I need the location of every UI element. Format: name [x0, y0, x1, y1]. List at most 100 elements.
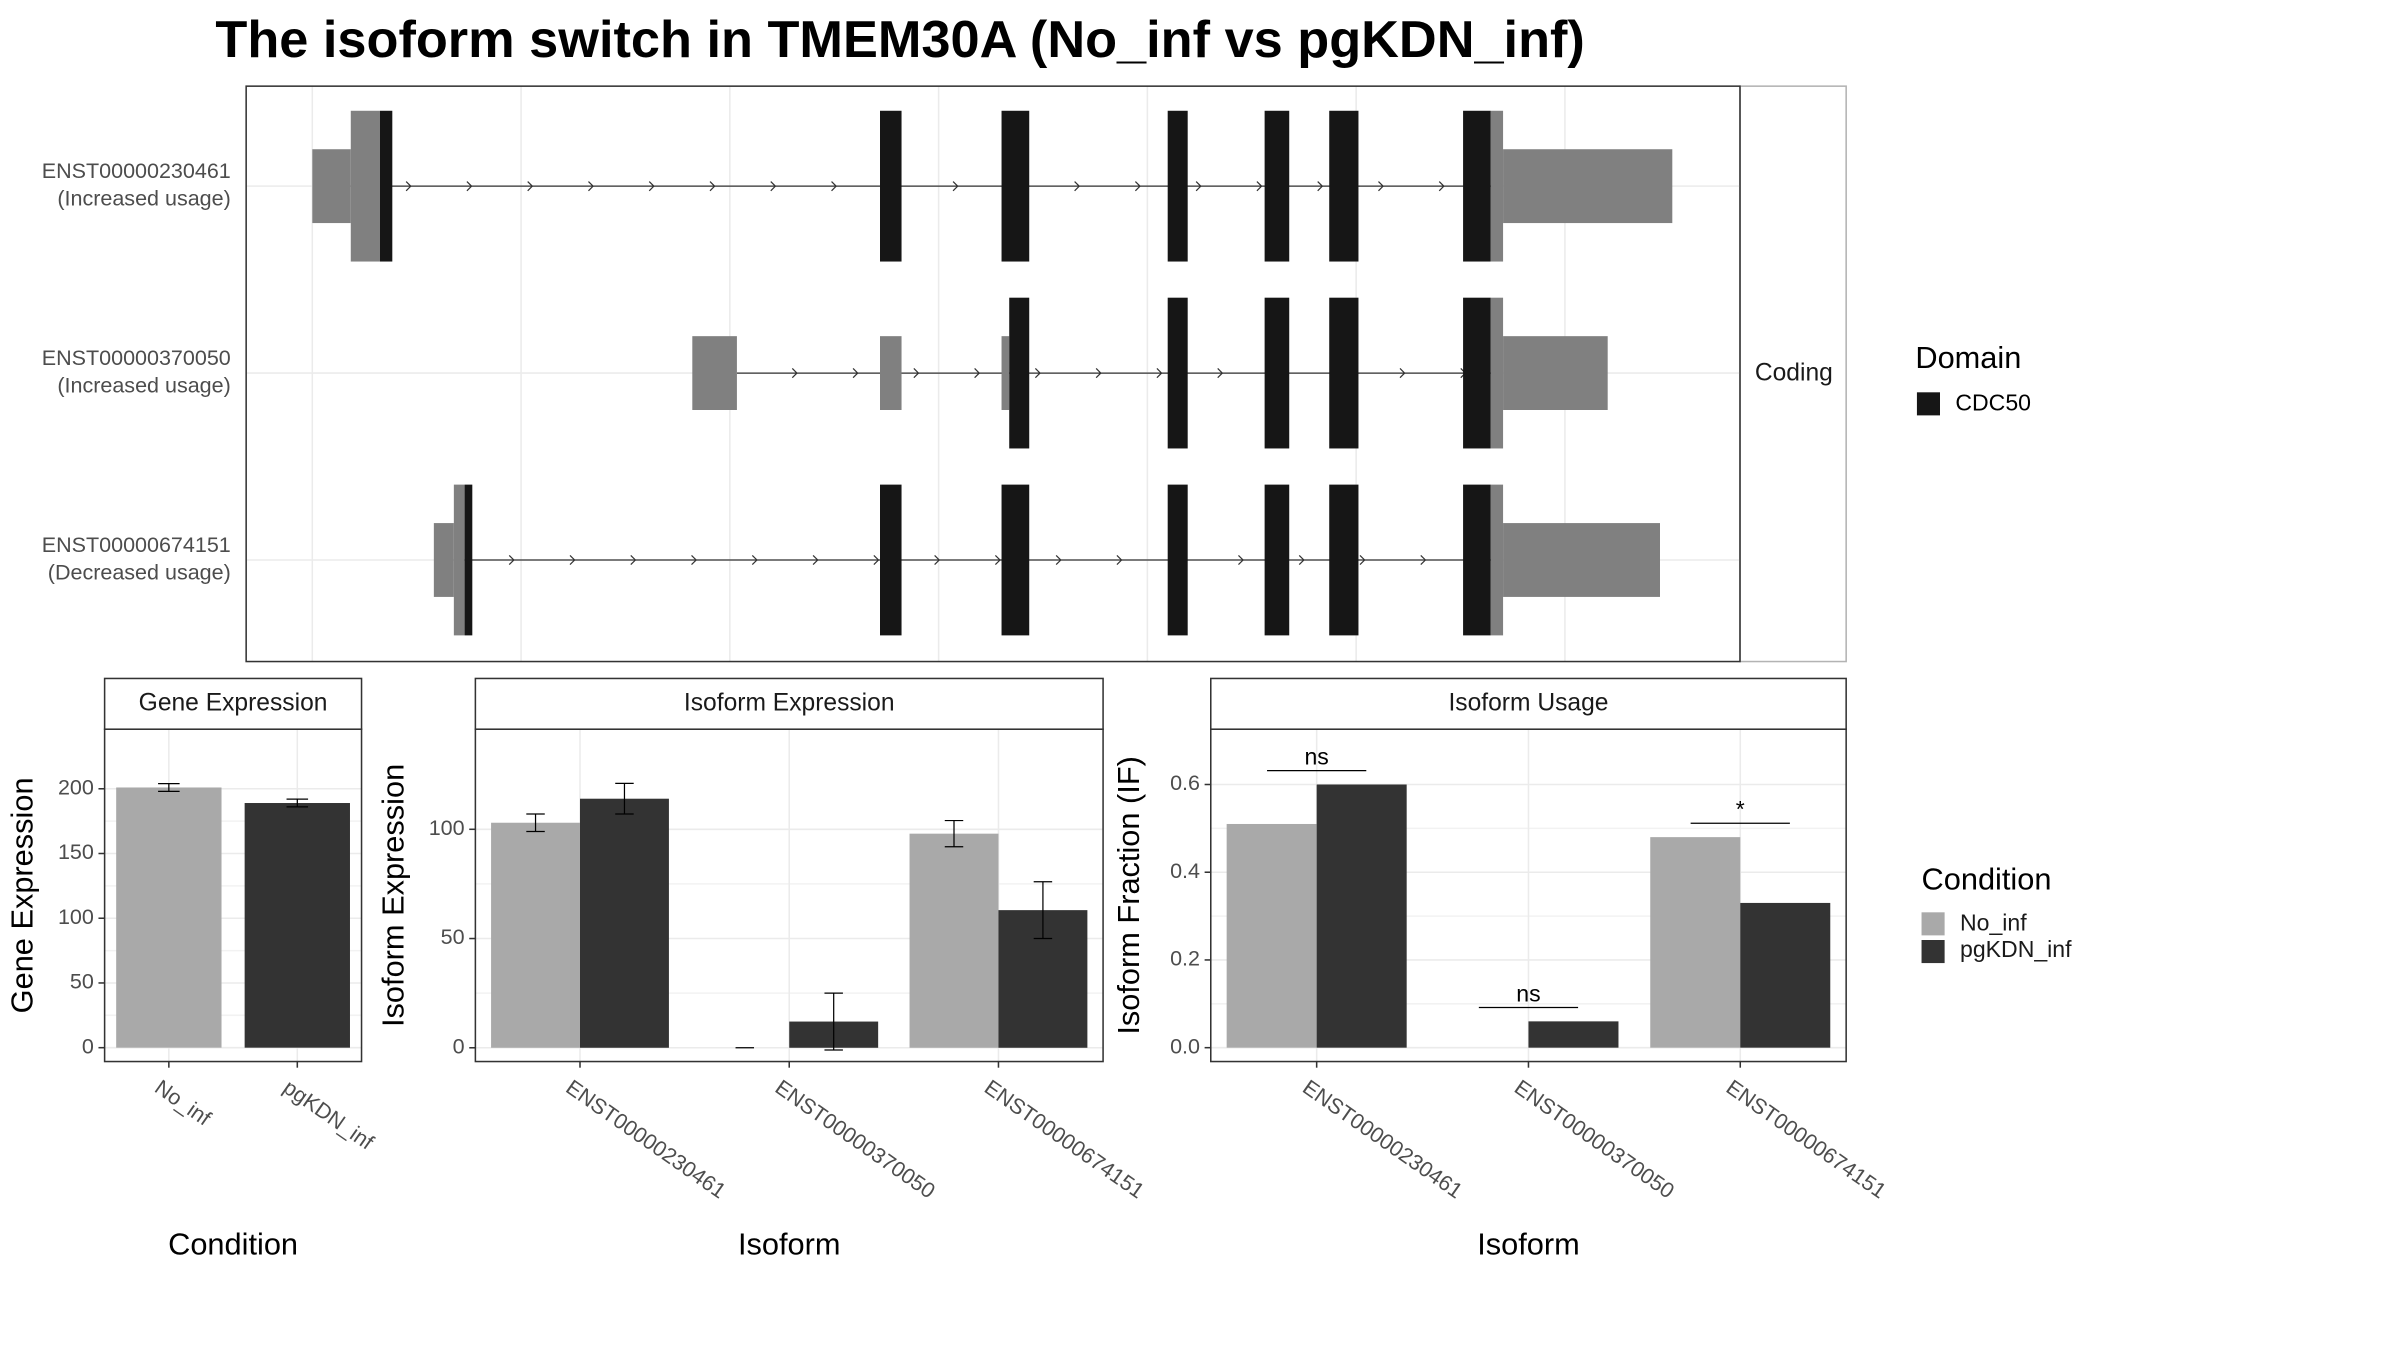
- y-axis-title: Isoform Expression: [376, 764, 411, 1027]
- exon: [1503, 336, 1608, 410]
- y-tick-label: 0: [82, 1034, 94, 1058]
- legend-label: No_inf: [1960, 910, 2027, 936]
- significance-label: ns: [1516, 980, 1540, 1006]
- x-tick-label: ENST00000230461: [1298, 1075, 1467, 1203]
- exon: [1001, 110, 1030, 262]
- intron-arrow: [508, 554, 515, 566]
- strip: [103, 677, 363, 731]
- intron-arrow: [994, 554, 1001, 566]
- intron-arrow: [1420, 554, 1427, 566]
- intron-arrow: [1378, 181, 1384, 192]
- x-tick-label: ENST00000674151: [1722, 1075, 1891, 1203]
- strip-label: Isoform Expression: [684, 689, 895, 716]
- intron-arrow: [1116, 554, 1123, 566]
- bar: [580, 798, 669, 1048]
- x-axis-title: Condition: [168, 1226, 298, 1261]
- intron-arrow: [1095, 368, 1102, 379]
- strip-label: Gene Expression: [139, 689, 328, 716]
- intron-arrow: [1438, 181, 1445, 192]
- bar: [491, 822, 580, 1048]
- error-bar: [1033, 881, 1053, 940]
- bar: [244, 803, 350, 1048]
- exon: [1009, 297, 1030, 449]
- exon: [1463, 484, 1491, 636]
- x-tick-label: ENST00000370050: [771, 1075, 940, 1203]
- intron-arrow: [770, 181, 777, 192]
- exon: [1329, 484, 1359, 636]
- intron-arrow: [709, 181, 716, 192]
- exon: [692, 336, 737, 410]
- significance-label: ns: [1304, 743, 1328, 769]
- exon: [1167, 110, 1188, 262]
- error-bar: [526, 813, 545, 833]
- x-tick-label: ENST00000230461: [562, 1075, 731, 1203]
- intron-arrow: [934, 554, 941, 566]
- exon: [880, 110, 902, 262]
- intron-arrow: [791, 368, 798, 379]
- strip: [1739, 85, 1847, 663]
- intron-arrow: [405, 181, 412, 192]
- exon: [464, 484, 473, 636]
- y-axis-title: Isoform Fraction (IF): [1111, 756, 1146, 1034]
- intron-arrow: [1298, 554, 1305, 566]
- y-tick-label: 0.2: [1170, 947, 1200, 971]
- intron-arrow: [974, 368, 981, 379]
- y-tick-label: 100: [58, 905, 94, 929]
- exon: [1001, 484, 1030, 636]
- y-tick-label: 0.6: [1170, 771, 1200, 795]
- transcript-usage: (Increased usage): [57, 187, 230, 211]
- intron-arrow: [751, 554, 758, 566]
- panel-border: [245, 85, 1741, 663]
- intron-arrow: [1256, 181, 1263, 192]
- strip: [1210, 677, 1847, 731]
- exon: [1001, 336, 1010, 410]
- strip: [474, 677, 1104, 731]
- bar: [1226, 823, 1317, 1048]
- panel-border: [103, 728, 363, 1063]
- exon: [350, 110, 380, 262]
- exon: [380, 110, 393, 262]
- x-tick-label: pgKDN_inf: [279, 1075, 379, 1155]
- strip-label: Coding: [1755, 359, 1833, 386]
- intron-arrow: [648, 181, 655, 192]
- intron-arrow: [466, 181, 473, 192]
- exon: [1490, 484, 1504, 636]
- intron-arrow: [1074, 181, 1081, 192]
- transcript-name: ENST00000674151: [42, 533, 231, 557]
- exon: [880, 336, 902, 410]
- y-axis-title: Gene Expression: [5, 777, 40, 1013]
- error-bar: [158, 782, 180, 792]
- intron-arrow: [527, 181, 534, 192]
- y-tick-label: 0.0: [1170, 1034, 1200, 1058]
- panel-border: [474, 728, 1104, 1063]
- error-bar: [615, 782, 634, 815]
- error-bar: [824, 992, 843, 1051]
- y-tick-label: 0.4: [1170, 859, 1200, 883]
- exon: [1329, 110, 1359, 262]
- y-tick-label: 0: [453, 1034, 465, 1058]
- x-tick-label: ENST00000674151: [980, 1075, 1149, 1203]
- error-bar: [286, 798, 309, 808]
- legend-label: pgKDN_inf: [1960, 936, 2072, 962]
- legend-key: [1921, 912, 1945, 936]
- intron-arrow: [913, 368, 920, 379]
- exon: [880, 484, 902, 636]
- x-tick-label: ENST00000370050: [1510, 1075, 1679, 1203]
- transcript-usage: (Increased usage): [57, 374, 230, 398]
- legend-title: Condition: [1922, 862, 2052, 897]
- exon: [312, 149, 351, 224]
- bar: [1740, 902, 1831, 1048]
- exon: [1503, 523, 1660, 597]
- exon: [1463, 297, 1491, 449]
- bar: [1316, 784, 1407, 1048]
- intron-arrow: [1217, 368, 1224, 379]
- intron-arrow: [1134, 181, 1141, 192]
- exon: [1490, 297, 1504, 449]
- y-tick-label: 50: [70, 970, 94, 994]
- bar: [1650, 837, 1741, 1048]
- intron-arrow: [873, 554, 880, 566]
- legend-key: [1921, 940, 1945, 964]
- exon: [1264, 110, 1290, 262]
- bar: [116, 787, 222, 1048]
